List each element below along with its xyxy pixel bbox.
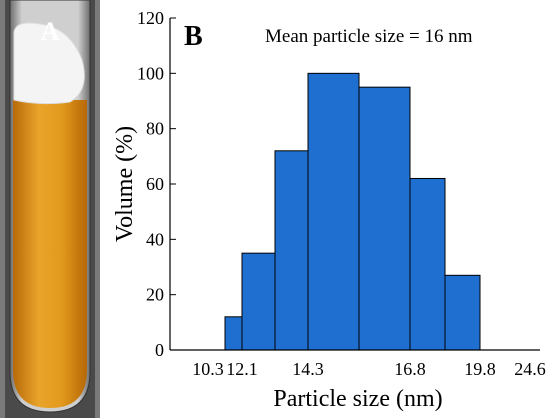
x-tick-label: 19.8 — [464, 359, 496, 379]
histogram-bar — [444, 274, 481, 351]
x-ticks: 10.3 12.1 14.3 16.8 19.8 24.6 — [192, 359, 546, 379]
x-tick-label: 16.8 — [394, 359, 426, 379]
histogram-bars — [224, 72, 481, 351]
histogram-bar — [307, 72, 360, 351]
x-tick-label: 24.6 — [514, 359, 546, 379]
x-tick-label: 10.3 — [192, 359, 224, 379]
y-tick-label: 40 — [146, 229, 164, 249]
test-tube-cap — [13, 22, 85, 105]
test-tube-liquid — [13, 100, 87, 408]
panel-a: A — [0, 0, 100, 418]
panel-a-label: A — [41, 17, 60, 46]
panel-b-label: B — [184, 21, 203, 52]
y-ticks: 0 20 40 60 80 100 120 — [137, 8, 176, 360]
histogram-bar — [274, 150, 309, 351]
histogram-bar — [241, 252, 276, 351]
x-tick-label: 14.3 — [292, 359, 324, 379]
histogram-bar — [224, 316, 243, 351]
mean-size-annotation: Mean particle size = 16 nm — [265, 26, 473, 47]
y-tick-label: 80 — [146, 119, 164, 139]
histogram-bar — [358, 86, 411, 351]
y-tick-label: 0 — [155, 340, 164, 360]
x-axis-label: Particle size (nm) — [273, 386, 442, 412]
y-tick-label: 60 — [146, 174, 164, 194]
x-tick-label: 12.1 — [226, 359, 258, 379]
y-axis-label: Volume (%) — [112, 126, 138, 242]
y-tick-label: 120 — [137, 8, 164, 28]
histogram-bar — [409, 177, 446, 351]
y-tick-label: 20 — [146, 285, 164, 305]
panel-b: B Mean particle size = 16 nm 0 20 40 60 80 10… — [112, 8, 546, 412]
y-tick-label: 100 — [137, 63, 164, 83]
